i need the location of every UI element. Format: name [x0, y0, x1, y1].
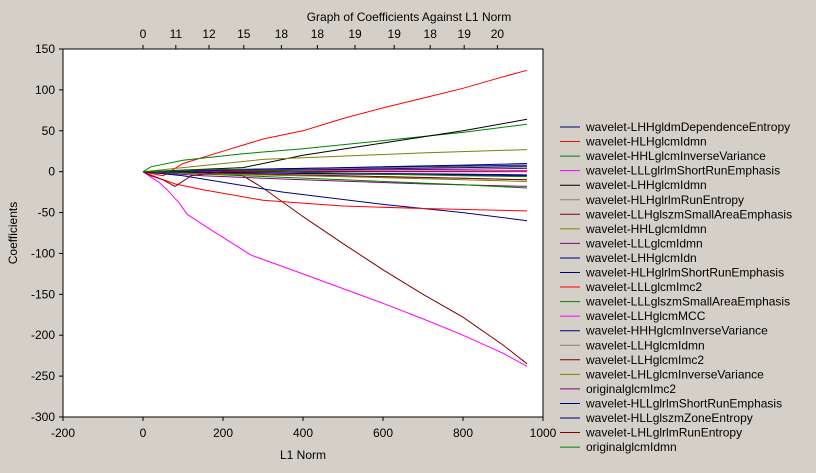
- top-tick-label: 18: [275, 27, 289, 41]
- y-tick-label: -300: [31, 410, 55, 424]
- legend-entry-22: wavelet-LHLglrlmRunEntropy: [585, 426, 742, 440]
- series-line-21: [142, 171, 528, 177]
- legend-entry-13: wavelet-LLLglszmSmallAreaEmphasis: [585, 295, 790, 309]
- top-tick-label: 19: [388, 27, 402, 41]
- legend-entry-16: wavelet-LLHglcmIdmn: [585, 338, 705, 352]
- y-axis-label: Coefficients: [6, 202, 20, 264]
- legend-entry-10: wavelet-LHHglcmIdn: [585, 251, 697, 265]
- legend-entry-18: wavelet-LHLglcmInverseVariance: [585, 367, 764, 381]
- legend-entry-1: wavelet-LHHgldmDependenceEntropy: [585, 120, 790, 134]
- legend: wavelet-LHHgldmDependenceEntropywavelet-…: [560, 120, 792, 454]
- legend-entry-15: wavelet-HHHglcmInverseVariance: [585, 324, 768, 338]
- legend-entry-19: originalglcmImc2: [586, 382, 676, 396]
- y-tick-label: 100: [35, 83, 55, 97]
- top-tick-label: 11: [170, 27, 183, 41]
- series-line-8: [142, 149, 528, 173]
- legend-entry-20: wavelet-HLLglrlmShortRunEmphasis: [585, 396, 782, 410]
- legend-entry-21: wavelet-HLLglszmZoneEntropy: [585, 411, 753, 425]
- legend-entry-5: wavelet-LHHglcmIdmn: [585, 178, 707, 192]
- x-tick-label: 400: [293, 426, 313, 440]
- top-tick-label: 18: [424, 27, 438, 41]
- series-line-10: [142, 171, 528, 222]
- y-tick-label: -200: [31, 328, 55, 342]
- series-line-4: [142, 171, 528, 367]
- y-tick-label: 50: [42, 124, 56, 138]
- axis-layer: -200 0 200 400 600 800 1000-300-250-200-150-10…: [31, 27, 557, 440]
- series-line-5: [142, 118, 528, 173]
- legend-entry-9: wavelet-LLLglcmIdmn: [585, 236, 703, 250]
- y-tick-label: 0: [48, 165, 55, 179]
- series-line-2: [142, 69, 528, 177]
- top-tick-label: 15: [237, 27, 251, 41]
- legend-entry-8: wavelet-HHLglcmIdmn: [585, 222, 707, 236]
- legend-entry-23: originalglcmIdmn: [586, 440, 677, 454]
- x-tick-label: -200: [51, 426, 75, 440]
- x-tick-label: 800: [453, 426, 473, 440]
- legend-entry-11: wavelet-HLHglrlmShortRunEmphasis: [585, 266, 784, 280]
- top-tick-label: 12: [202, 27, 216, 41]
- x-tick-label: 0: [140, 426, 147, 440]
- x-axis-label: L1 Norm: [280, 448, 326, 462]
- y-tick-label: -50: [38, 206, 56, 220]
- legend-entry-4: wavelet-LLLglrlmShortRunEmphasis: [585, 164, 780, 178]
- legend-entry-2: wavelet-HLHglcmIdmn: [585, 135, 707, 149]
- series-line-23: [142, 168, 528, 178]
- top-tick-label: 18: [311, 27, 325, 41]
- legend-entry-12: wavelet-LLLglcmImc2: [585, 280, 702, 294]
- legend-entry-14: wavelet-LLHglcmMCC: [585, 309, 706, 323]
- series-line-22: [142, 170, 528, 187]
- x-tick-label: 1000: [530, 426, 557, 440]
- legend-entry-17: wavelet-LLHglcmImc2: [585, 353, 704, 367]
- series-layer: [142, 69, 528, 367]
- top-tick-label: 0: [140, 27, 147, 41]
- y-tick-label: -100: [31, 246, 55, 260]
- y-tick-label: 150: [35, 42, 55, 56]
- series-line-17: [142, 171, 528, 181]
- top-tick-label: 19: [348, 27, 362, 41]
- series-line-19: [142, 167, 528, 173]
- series-line-20: [142, 163, 528, 173]
- series-line-3: [142, 123, 528, 173]
- plot-area: [62, 48, 544, 418]
- x-tick-label: 600: [373, 426, 393, 440]
- x-tick-label: 200: [213, 426, 233, 440]
- y-tick-label: -250: [31, 369, 55, 383]
- series-line-13: [142, 171, 528, 189]
- top-tick-label: 19: [458, 27, 472, 41]
- y-tick-label: -150: [31, 287, 55, 301]
- chart-title: Graph of Coefficients Against L1 Norm: [307, 10, 512, 24]
- legend-entry-6: wavelet-HLHglrlmRunEntropy: [585, 193, 744, 207]
- top-tick-label: 20: [491, 27, 505, 41]
- series-line-18: [142, 171, 528, 182]
- legend-entry-7: wavelet-LLHglszmSmallAreaEmphasis: [585, 207, 792, 221]
- legend-entry-3: wavelet-HHLglcmInverseVariance: [585, 149, 766, 163]
